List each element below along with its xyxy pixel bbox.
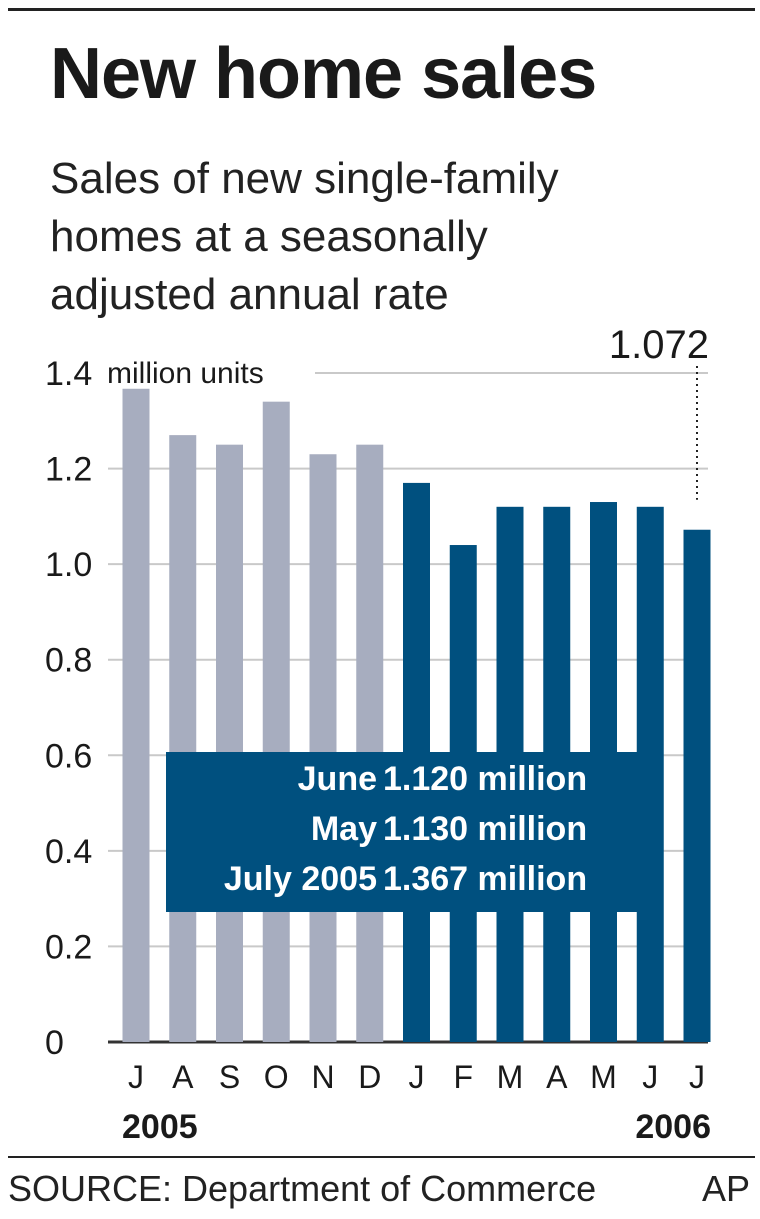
annotation-row-label: July 2005	[224, 860, 377, 898]
x-tick-label: J	[689, 1059, 705, 1095]
bar	[169, 435, 197, 1042]
bottom-rule	[8, 1156, 755, 1158]
y-tick-label: 1.4	[45, 355, 92, 393]
x-tick-label: S	[219, 1059, 240, 1095]
top-rule	[8, 8, 755, 11]
y-tick-label: 0.4	[45, 833, 92, 871]
y-tick-label: 1.0	[45, 546, 92, 584]
x-tick-label: J	[642, 1059, 658, 1095]
bar	[216, 444, 243, 1042]
x-tick-label: J	[409, 1059, 425, 1095]
x-tick-label: J	[128, 1059, 144, 1095]
annotation-row-value: 1.367 million	[383, 860, 587, 898]
subtitle-line-1: Sales of new single-family	[50, 154, 559, 203]
bar	[356, 444, 384, 1042]
y-axis-unit-label: million units	[107, 357, 264, 390]
subtitle-line-3: adjusted annual rate	[50, 270, 449, 319]
annotation-box	[166, 752, 647, 912]
bar	[309, 454, 337, 1042]
x-tick-label: M	[590, 1059, 617, 1095]
x-tick-label: F	[453, 1059, 473, 1095]
x-tick-label: M	[497, 1059, 524, 1095]
source-note: SOURCE: Department of Commerce	[8, 1168, 597, 1209]
x-tick-label: A	[172, 1059, 194, 1095]
bars	[122, 388, 711, 1043]
bar	[122, 388, 150, 1042]
bar	[262, 401, 290, 1043]
y-tick-label: 0	[45, 1024, 64, 1062]
chart-subtitle: Sales of new single-family homes at a se…	[50, 150, 690, 324]
year-label: 2006	[635, 1108, 711, 1146]
subtitle-line-2: homes at a seasonally	[50, 212, 488, 261]
callout-value: 1.072	[609, 323, 709, 367]
annotation-row-value: 1.120 million	[383, 760, 587, 798]
chart-title: New home sales	[50, 34, 597, 114]
x-tick-label: O	[264, 1059, 289, 1095]
x-tick-label: A	[546, 1059, 568, 1095]
x-tick-label: D	[358, 1059, 381, 1095]
annotation-row-label: May	[311, 810, 377, 848]
bar	[683, 529, 711, 1042]
y-tick-label: 0.8	[45, 642, 92, 680]
annotation-row-label: June	[298, 760, 377, 798]
y-tick-label: 0.6	[45, 737, 92, 775]
credit-label: AP	[701, 1168, 750, 1209]
x-tick-label: N	[311, 1059, 334, 1095]
y-tick-label: 0.2	[45, 928, 92, 966]
year-label: 2005	[122, 1108, 198, 1146]
annotation-row-value: 1.130 million	[383, 810, 587, 848]
y-tick-label: 1.2	[45, 451, 92, 489]
